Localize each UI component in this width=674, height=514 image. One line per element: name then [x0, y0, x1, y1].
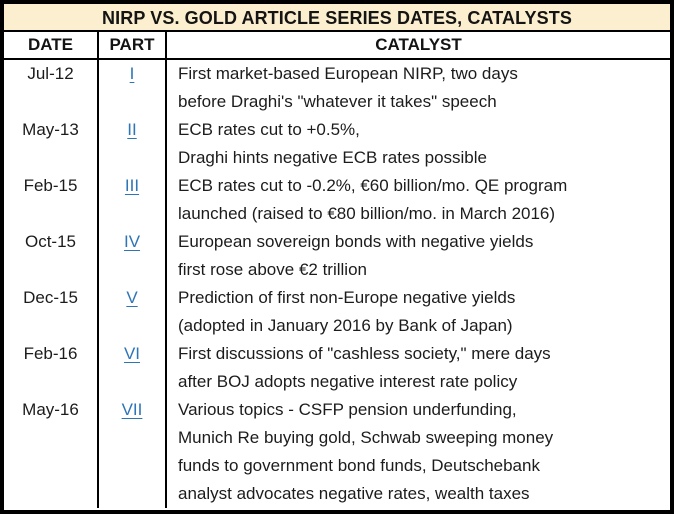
table-row: Dec-15 V Prediction of first non-Europe …: [4, 284, 670, 340]
catalyst-line: first rose above €2 trillion: [178, 260, 367, 279]
table-row: Jul-12 I First market-based European NIR…: [4, 60, 670, 116]
part-cell: I: [99, 60, 167, 116]
catalyst-line: funds to government bond funds, Deutsche…: [178, 456, 540, 475]
catalyst-line: ECB rates cut to +0.5%,: [178, 120, 360, 139]
part-link[interactable]: VI: [123, 344, 141, 363]
table-title: NIRP VS. GOLD ARTICLE SERIES DATES, CATA…: [4, 4, 670, 32]
catalyst-cell: Prediction of first non-Europe negative …: [167, 284, 670, 340]
catalyst-cell: ECB rates cut to +0.5%, Draghi hints neg…: [167, 116, 670, 172]
table-row: Feb-15 III ECB rates cut to -0.2%, €60 b…: [4, 172, 670, 228]
date-cell: Feb-15: [4, 172, 99, 228]
column-header-catalyst: CATALYST: [375, 35, 462, 54]
part-cell: VI: [99, 340, 167, 396]
catalyst-cell: ECB rates cut to -0.2%, €60 billion/mo. …: [167, 172, 670, 228]
table-body: Jul-12 I First market-based European NIR…: [4, 60, 670, 508]
catalyst-cell: European sovereign bonds with negative y…: [167, 228, 670, 284]
catalyst-line: analyst advocates negative rates, wealth…: [178, 484, 530, 503]
catalyst-line: Munich Re buying gold, Schwab sweeping m…: [178, 428, 554, 447]
catalyst-cell: First discussions of "cashless society,"…: [167, 340, 670, 396]
part-link[interactable]: II: [127, 120, 137, 139]
column-header-part: PART: [99, 32, 167, 58]
catalyst-cell: First market-based European NIRP, two da…: [167, 60, 670, 116]
catalyst-line: launched (raised to €80 billion/mo. in M…: [178, 204, 556, 223]
catalyst-line: (adopted in January 2016 by Bank of Japa…: [178, 316, 513, 335]
table-row: May-16 VII Various topics - CSFP pension…: [4, 396, 670, 508]
part-cell: II: [99, 116, 167, 172]
part-link[interactable]: I: [129, 64, 135, 83]
catalyst-line: European sovereign bonds with negative y…: [178, 232, 534, 251]
part-cell: V: [99, 284, 167, 340]
part-link[interactable]: VII: [121, 400, 143, 419]
date-cell: Feb-16: [4, 340, 99, 396]
catalyst-line: First discussions of "cashless society,"…: [178, 344, 551, 363]
catalyst-line: Draghi hints negative ECB rates possible: [178, 148, 487, 167]
catalyst-line: ECB rates cut to -0.2%, €60 billion/mo. …: [178, 176, 568, 195]
date-cell: Dec-15: [4, 284, 99, 340]
catalyst-line: after BOJ adopts negative interest rate …: [178, 372, 518, 391]
part-link[interactable]: IV: [123, 232, 141, 251]
date-cell: Oct-15: [4, 228, 99, 284]
date-cell: May-16: [4, 396, 99, 508]
part-link[interactable]: V: [126, 288, 138, 307]
catalyst-line: First market-based European NIRP, two da…: [178, 64, 518, 83]
table-row: Oct-15 IV European sovereign bonds with …: [4, 228, 670, 284]
table-row: May-13 II ECB rates cut to +0.5%, Draghi…: [4, 116, 670, 172]
column-header-date: DATE: [4, 32, 99, 58]
part-cell: III: [99, 172, 167, 228]
date-cell: Jul-12: [4, 60, 99, 116]
part-link[interactable]: III: [124, 176, 140, 195]
table-row: Feb-16 VI First discussions of "cashless…: [4, 340, 670, 396]
date-cell: May-13: [4, 116, 99, 172]
catalyst-cell: Various topics - CSFP pension underfundi…: [167, 396, 670, 508]
part-cell: VII: [99, 396, 167, 508]
catalyst-line: before Draghi's "whatever it takes" spee…: [178, 92, 497, 111]
catalyst-line: Various topics - CSFP pension underfundi…: [178, 400, 517, 419]
table-header-row: DATE PART CATALYST: [4, 32, 670, 60]
part-cell: IV: [99, 228, 167, 284]
catalyst-line: Prediction of first non-Europe negative …: [178, 288, 516, 307]
